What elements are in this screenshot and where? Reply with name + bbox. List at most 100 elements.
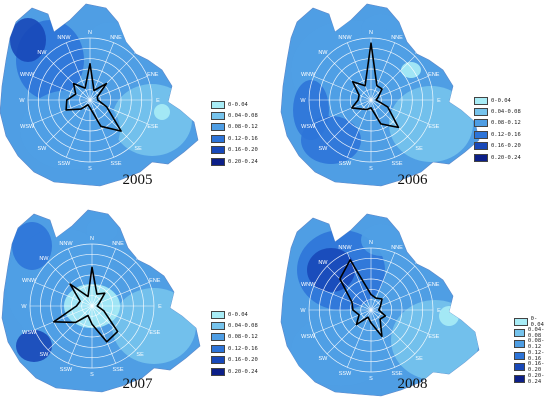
concentration-zone [291, 314, 391, 386]
legend-swatch [211, 356, 225, 365]
direction-label: SSW [60, 367, 73, 373]
legend-swatch [514, 317, 528, 326]
concentration-zone [10, 18, 46, 62]
direction-label: ENE [147, 72, 159, 78]
legend-label: 0.16-0.20 [491, 143, 521, 150]
concentration-zone [20, 90, 120, 170]
legend-label: 0.08-0.12 [527, 338, 545, 351]
rose-spoke [346, 42, 372, 101]
direction-label: NE [415, 260, 423, 266]
legend-label: 0-0.04 [530, 315, 544, 328]
concentration-zone [293, 80, 329, 140]
legend-item: 0.04-0.08 [514, 327, 550, 340]
legend-item: 0.04-0.08 [211, 110, 258, 121]
rose-spoke [313, 99, 372, 125]
direction-label: N [369, 30, 373, 36]
rose-spoke [326, 265, 372, 311]
rose-spoke [370, 309, 429, 335]
legend-swatch [514, 329, 525, 338]
panel-2008: N NNE NE ENE E ESE SE SSE S SSW SW WSW W WNW NW NNW 0-0… [275, 206, 550, 412]
direction-label: NE [136, 256, 144, 262]
rose-spoke [326, 99, 372, 145]
legend-label: 0-0.04 [491, 97, 511, 104]
rose-spoke [89, 75, 148, 101]
direction-label: WNW [301, 282, 316, 288]
direction-label: NNE [110, 35, 122, 41]
rose-spoke [45, 55, 91, 101]
legend-item: 0.20-0.24 [211, 366, 258, 377]
rose-spoke [89, 55, 135, 101]
rose-spoke [370, 309, 396, 368]
legend-label: 0.04-0.08 [527, 327, 545, 340]
direction-label: SSW [339, 371, 352, 377]
direction-label: ESE [147, 124, 158, 130]
direction-label: N [90, 236, 94, 242]
rose-spoke [346, 309, 372, 368]
concentration-zone [12, 222, 52, 270]
concentration-zone [112, 288, 196, 364]
wind-frequency-polygon [65, 62, 122, 132]
direction-label: SSE [113, 367, 124, 373]
legend-item: 0.20-0.24 [211, 156, 258, 167]
direction-label: E [437, 98, 441, 104]
concentration-zone [361, 14, 401, 46]
legend-label: 0.20-0.24 [228, 158, 258, 165]
legend-swatch [514, 340, 525, 349]
direction-label: NE [134, 50, 142, 56]
direction-label: NNE [391, 35, 403, 41]
legend-label: 0.08-0.12 [228, 124, 258, 131]
rose-spoke [32, 75, 91, 101]
legend-item: 0.16-0.20 [474, 141, 521, 152]
legend: 0-0.04 0.04-0.08 0.08-0.12 0.12-0.16 0.16-0.… [514, 315, 550, 385]
rose-spoke [370, 309, 416, 355]
direction-label: S [369, 166, 373, 172]
legend-swatch [211, 322, 225, 331]
legend-item: 0-0.04 [211, 99, 258, 110]
legend-swatch [211, 123, 225, 132]
direction-label: S [90, 372, 94, 378]
direction-label: NNW [59, 241, 73, 247]
direction-label: ENE [428, 282, 440, 288]
direction-label: WSW [301, 334, 316, 340]
panel-2007: N NNE NE ENE E ESE SE SSE S SSW SW WSW W WNW NW NNW 0-0… [0, 206, 275, 412]
year-label: 2007 [122, 376, 153, 392]
rose-spoke [32, 99, 91, 125]
panel-2005: N NNE NE ENE E ESE SE SSE S SSW SW WSW W WNW NW NNW 0-0… [0, 0, 275, 206]
legend-label: 0.04-0.08 [228, 113, 258, 120]
legend-label: 0.12-0.16 [491, 131, 521, 138]
direction-label: W [300, 308, 306, 314]
direction-label: SE [134, 146, 142, 152]
legend-item: 0.12-0.16 [514, 350, 550, 362]
direction-label: NNW [338, 245, 352, 251]
legend-label: 0.20-0.24 [491, 154, 521, 161]
legend-item: 0.20-0.24 [514, 373, 550, 385]
wind-rose-map: N NNE NE ENE E ESE SE SSE S SSW SW WSW W WNW NW NNW [280, 3, 480, 187]
wind-rose-map: N NNE NE ENE E ESE SE SSE S SSW SW WSW W WNW NW NNW [280, 213, 480, 397]
rose-spoke [91, 281, 150, 307]
legend-label: 0.16-0.20 [228, 147, 258, 154]
direction-label: ENE [149, 278, 161, 284]
rose-spoke [65, 99, 91, 158]
direction-label: W [300, 98, 306, 104]
direction-label: WSW [301, 124, 316, 130]
direction-label: WSW [20, 124, 35, 130]
year-label: 2006 [397, 172, 428, 188]
legend-swatch [211, 344, 225, 353]
legend-swatch [474, 153, 488, 162]
concentration-zone [86, 218, 118, 242]
legend-swatch [474, 96, 488, 105]
direction-label: SW [37, 146, 47, 152]
direction-label: SE [136, 352, 144, 358]
legend-item: 0.12-0.16 [211, 343, 258, 354]
direction-label: NW [318, 50, 328, 56]
legend-item: 0.08-0.12 [211, 332, 258, 343]
concentration-zone [439, 306, 459, 326]
direction-label: NNW [57, 35, 71, 41]
rose-spoke [370, 75, 429, 101]
legend-label: 0.04-0.08 [491, 109, 521, 116]
legend-label: 0-0.04 [228, 311, 248, 318]
direction-label: ENE [428, 72, 440, 78]
direction-label: WSW [22, 330, 37, 336]
direction-label: E [437, 308, 441, 314]
legend-swatch [514, 363, 525, 372]
